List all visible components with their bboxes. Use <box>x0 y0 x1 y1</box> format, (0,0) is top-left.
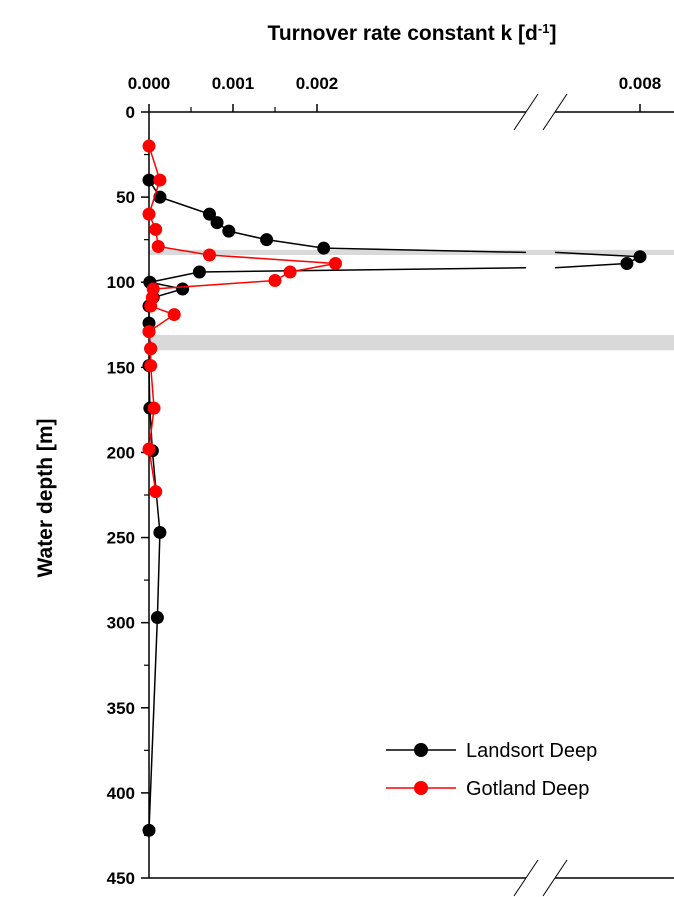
y-tick-label: 50 <box>116 188 135 207</box>
legend-label: Gotland Deep <box>466 778 589 800</box>
x-tick-label: 0.000 <box>128 74 171 93</box>
y-tick-label: 250 <box>107 529 135 548</box>
y-tick-label: 0 <box>126 103 135 122</box>
axis-break-mark <box>513 859 539 897</box>
data-point <box>620 256 634 270</box>
data-point <box>176 282 190 296</box>
axis-break-mark <box>513 93 539 131</box>
series-layer <box>142 139 647 837</box>
y-tick-label: 300 <box>107 614 135 633</box>
series-landsort-deep <box>142 173 647 837</box>
data-point <box>142 442 156 456</box>
data-point <box>142 823 156 837</box>
data-point <box>142 325 156 339</box>
data-point <box>149 485 163 499</box>
legend: Landsort Deep Gotland Deep <box>386 740 597 800</box>
data-point <box>202 248 216 262</box>
series-line-segment <box>289 262 336 273</box>
series-line-segment <box>148 365 151 409</box>
data-point <box>153 190 167 204</box>
x-tick-label: 0.002 <box>296 74 339 93</box>
data-point <box>149 222 163 236</box>
series-line-segment <box>159 196 210 215</box>
series-gotland-deep <box>142 139 342 499</box>
data-point <box>260 233 274 247</box>
series-line-segment <box>149 271 200 283</box>
shaded-band-0 <box>149 249 674 255</box>
y-tick-label: 450 <box>107 869 135 888</box>
series-line-segment <box>209 254 336 265</box>
shaded-bands <box>149 249 674 351</box>
data-point <box>633 250 647 264</box>
y-tick-label: 200 <box>107 443 135 462</box>
data-point <box>167 308 181 322</box>
data-point <box>328 256 342 270</box>
x-axis-title: Turnover rate constant k [d-1] <box>268 21 557 46</box>
series-line-segment <box>323 247 527 254</box>
data-point <box>151 239 165 253</box>
y-axis-title: Water depth [m] <box>34 418 57 577</box>
data-point <box>222 224 236 238</box>
shaded-band-1 <box>149 334 674 351</box>
data-point <box>153 173 167 187</box>
data-point <box>283 265 297 279</box>
data-point <box>144 299 158 313</box>
data-point <box>142 173 156 187</box>
series-line-segment <box>554 262 627 269</box>
axis-break-mark <box>542 859 568 897</box>
data-point <box>144 342 158 356</box>
x-tick-label: 0.008 <box>619 74 662 93</box>
legend-swatch-marker <box>414 781 428 795</box>
data-point <box>142 139 156 153</box>
y-tick-label: 150 <box>107 358 135 377</box>
data-point <box>317 241 331 255</box>
series-line-segment <box>148 617 159 831</box>
series-line-segment <box>148 448 157 492</box>
data-point <box>210 216 224 230</box>
y-tick-label: 400 <box>107 784 135 803</box>
data-point <box>147 401 161 415</box>
series-line-segment <box>149 365 155 409</box>
axis-break-mark <box>542 93 568 131</box>
y-tick-label: 100 <box>107 273 135 292</box>
y-tick-label: 350 <box>107 699 135 718</box>
legend-label: Landsort Deep <box>466 740 597 762</box>
data-point <box>142 207 156 221</box>
data-point <box>144 359 158 373</box>
legend-swatch-marker <box>414 743 428 757</box>
axes: 0.000 0.001 0.002 0.008 0 50 100 150 200 250 300 35… <box>107 74 674 897</box>
series-line-segment <box>199 267 527 273</box>
data-point <box>192 265 206 279</box>
series-line-segment <box>158 245 210 256</box>
series-line-segment <box>554 251 641 258</box>
series-line-segment <box>153 279 276 290</box>
data-point <box>153 525 167 539</box>
x-tick-label: 0.001 <box>212 74 255 93</box>
data-point <box>268 274 282 288</box>
series-line-segment <box>148 408 155 450</box>
series-line-segment <box>266 238 324 249</box>
data-point <box>150 611 164 625</box>
data-point <box>202 207 216 221</box>
series-line-segment <box>156 532 161 618</box>
